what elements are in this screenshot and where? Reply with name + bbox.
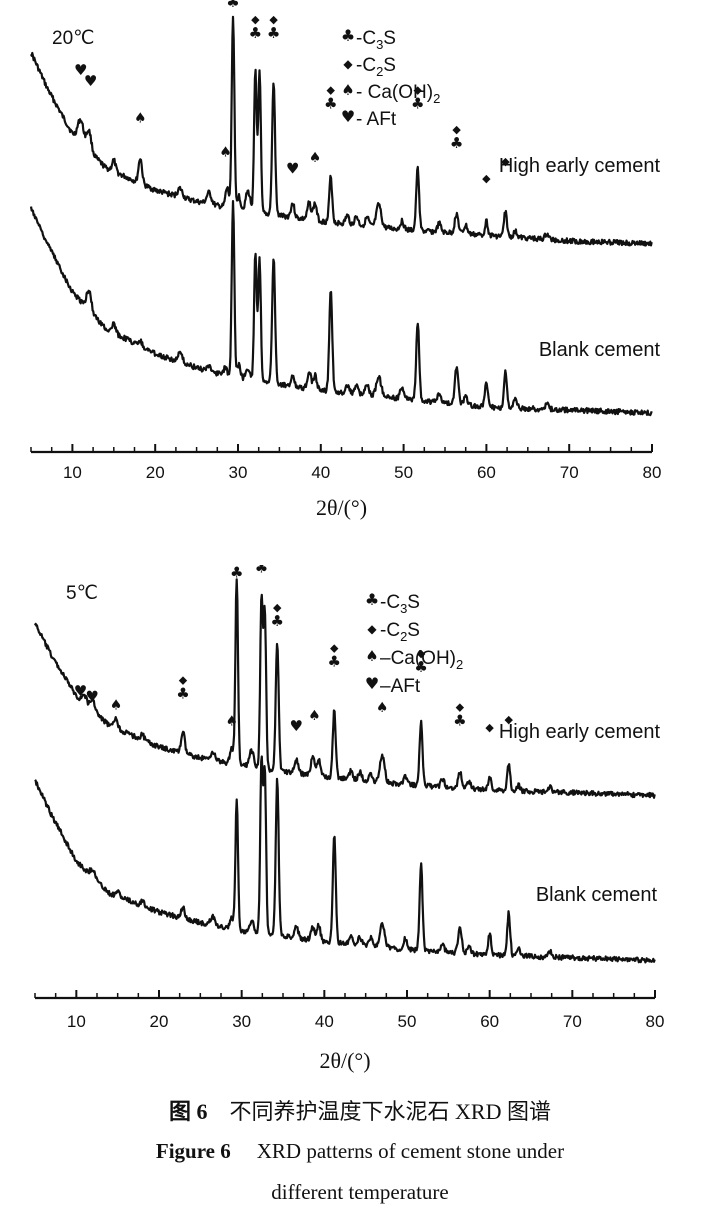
- club-marker-icon: ♣: [230, 565, 243, 582]
- diamond-marker-icon: ◆: [413, 84, 422, 97]
- heart-marker-icon: ♥: [74, 682, 87, 700]
- club-marker-icon: ♣: [324, 95, 337, 113]
- x-tick-label: 80: [646, 1012, 665, 1031]
- x-tick-label: 50: [394, 463, 413, 482]
- x-axis-title: 2θ/(°): [319, 1048, 370, 1073]
- heart-marker-icon: ♥: [290, 717, 303, 735]
- legend-entry-label: -C2S: [356, 55, 396, 79]
- series-trace-blank-cement: [29, 200, 653, 417]
- panel-temperature-label: 5℃: [66, 583, 98, 604]
- figure-title-en-2: different temperature: [271, 1180, 449, 1204]
- x-tick-label: 70: [563, 1012, 582, 1031]
- heart-marker-icon: ♥: [85, 687, 98, 705]
- figure-title-cn: 不同养护温度下水泥石 XRD 图谱: [229, 1099, 551, 1124]
- club-marker-icon: ♣: [176, 685, 189, 703]
- x-tick-label: 20: [146, 463, 165, 482]
- spade-marker-icon: ♠: [376, 700, 389, 716]
- legend-entry-label: -C2S: [380, 620, 420, 644]
- legend-heart-icon: ♥: [365, 674, 379, 693]
- legend-club-icon: ♣: [341, 26, 355, 45]
- series-trace-blank-cement: [34, 755, 656, 964]
- series-label-high-early-cement: High early cement: [499, 721, 661, 743]
- legend-entry-label: –AFt: [380, 676, 421, 697]
- club-marker-icon: ♣: [267, 24, 280, 42]
- diamond-marker-icon: ◆: [269, 13, 278, 26]
- figure-number-cn: 图 6: [169, 1099, 208, 1124]
- panel-temperature-label: 20℃: [52, 28, 94, 49]
- diamond-marker-icon: ◆: [273, 601, 282, 614]
- series-trace-high-early-cement: [34, 578, 656, 799]
- legend-diamond-icon: ◆: [367, 622, 377, 636]
- x-tick-label: 10: [63, 463, 82, 482]
- x-axis-title: 2θ/(°): [316, 495, 367, 520]
- figure-caption-english-line1: Figure 6 XRD patterns of cement stone und…: [0, 1139, 720, 1164]
- diamond-marker-icon: ◆: [417, 647, 426, 660]
- diamond-marker-icon: ◆: [452, 123, 461, 136]
- x-tick-label: 60: [477, 463, 496, 482]
- figure-title-en-1: XRD patterns of cement stone under: [256, 1139, 565, 1163]
- spade-marker-icon: ♠: [225, 714, 238, 730]
- x-tick-label: 60: [480, 1012, 499, 1031]
- figure-number-en: Figure 6: [155, 1139, 231, 1163]
- x-tick-label: 70: [560, 463, 579, 482]
- x-tick-label: 10: [67, 1012, 86, 1031]
- diamond-marker-icon: ◆: [251, 13, 260, 26]
- diamond-marker-icon: ◆: [456, 701, 465, 714]
- diamond-marker-icon: ◆: [179, 674, 188, 687]
- x-tick-label: 30: [232, 1012, 251, 1031]
- club-marker-icon: ♣: [411, 95, 424, 113]
- legend-entry-label: -C3S: [380, 592, 420, 616]
- legend-club-icon: ♣: [365, 590, 379, 609]
- diamond-marker-icon: ◆: [330, 641, 339, 654]
- club-marker-icon: ♣: [414, 658, 427, 676]
- x-tick-label: 20: [150, 1012, 169, 1031]
- spade-marker-icon: ♠: [110, 697, 123, 713]
- legend-entry-label: - Ca(OH)2: [356, 82, 440, 106]
- diamond-marker-icon: ◆: [485, 721, 494, 734]
- x-tick-label: 40: [311, 463, 330, 482]
- club-marker-icon: ♣: [255, 565, 268, 576]
- spade-marker-icon: ♠: [309, 150, 322, 166]
- series-label-blank-cement: Blank cement: [539, 339, 661, 361]
- legend-spade-icon: ♠: [365, 647, 378, 665]
- club-marker-icon: ♣: [453, 712, 466, 730]
- spade-marker-icon: ♠: [134, 111, 147, 127]
- diamond-marker-icon: ◆: [482, 172, 491, 185]
- figure-caption-chinese: 图 6 不同养护温度下水泥石 XRD 图谱: [0, 1094, 720, 1126]
- figure-caption-english-line2: different temperature: [0, 1180, 720, 1205]
- diamond-marker-icon: ◆: [232, 565, 241, 566]
- legend-spade-icon: ♠: [341, 81, 354, 99]
- diamond-marker-icon: ◆: [504, 713, 513, 726]
- x-tick-label: 30: [229, 463, 248, 482]
- x-tick-label: 80: [643, 463, 662, 482]
- spade-marker-icon: ♠: [219, 144, 232, 160]
- spade-marker-icon: ♠: [308, 708, 321, 724]
- diamond-marker-icon: ◆: [501, 155, 510, 168]
- legend-heart-icon: ♥: [341, 107, 355, 126]
- legend-diamond-icon: ◆: [343, 57, 353, 71]
- legend-entry-label: –Ca(OH)2: [380, 648, 463, 672]
- club-marker-icon: ♣: [249, 24, 262, 42]
- heart-marker-icon: ♥: [286, 159, 299, 177]
- series-label-blank-cement: Blank cement: [536, 884, 658, 906]
- legend-entry-label: - AFt: [356, 109, 397, 130]
- x-tick-label: 50: [398, 1012, 417, 1031]
- heart-marker-icon: ♥: [74, 61, 87, 79]
- club-marker-icon: ♣: [328, 652, 341, 670]
- diamond-marker-icon: ◆: [327, 84, 336, 97]
- series-trace-high-early-cement: [29, 15, 653, 247]
- x-tick-label: 40: [315, 1012, 334, 1031]
- heart-marker-icon: ♥: [84, 72, 97, 90]
- club-marker-icon: ♣: [226, 0, 239, 11]
- series-label-high-early-cement: High early cement: [499, 155, 661, 177]
- legend-entry-label: -C3S: [356, 28, 396, 52]
- club-marker-icon: ♣: [270, 612, 283, 630]
- club-marker-icon: ♣: [450, 134, 463, 152]
